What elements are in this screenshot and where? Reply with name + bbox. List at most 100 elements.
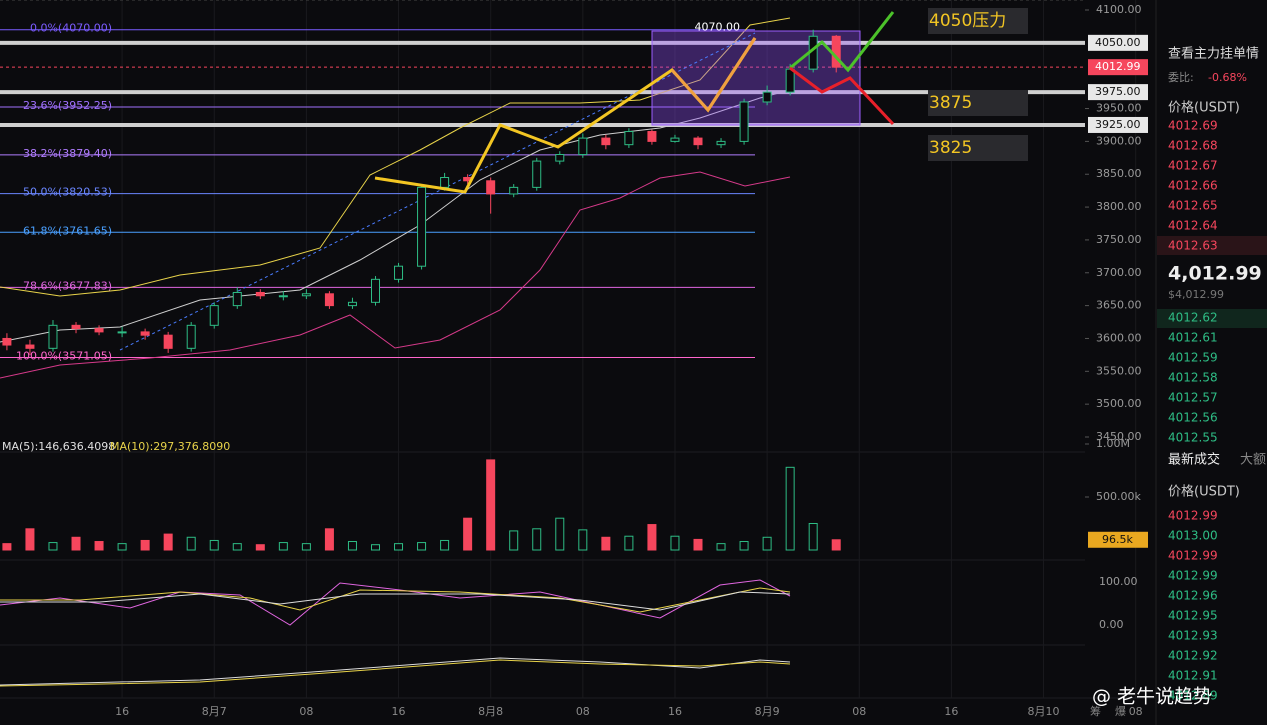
boll-lower [0,171,791,379]
volume-bar [94,541,104,551]
trend-line [119,32,756,351]
candle-body [716,140,726,146]
candle-body [232,291,242,307]
x-tick-label: 16 [944,705,958,718]
x-tick-label: 16 [115,705,129,718]
volume-bar [370,544,380,551]
annotation: 4050压力 [929,11,1006,31]
kdj-line [0,579,791,626]
fib-label: 23.6%(3952.25) [23,99,112,112]
trade-price: 4012.93 [1168,629,1218,643]
price-tag [1088,116,1148,133]
volume-bar [25,528,35,551]
fib-label: 38.2%(3879.40) [23,147,112,160]
x-tick-label: 08 [852,705,866,718]
y-tick-label: 500.00k [1096,490,1141,503]
candle-body [209,305,219,326]
wave-drawing [670,37,757,113]
candle-body [624,131,634,146]
candle-body [785,68,795,93]
fib-levels: 0.0%(4070.00) 23.6%(3952.25) 38.2%(3879.40… [0,21,1148,362]
volume-bar [532,528,542,551]
volume-bar [486,459,496,551]
ratio-label: 委比: [1168,71,1194,84]
volume-bar [186,536,196,551]
x-tick-label: 8月8 [478,705,503,718]
volume-bar [209,539,219,551]
candle-body [370,278,380,303]
volume-tag-label: 96.5k [1102,533,1133,546]
volume-bars: 500.00k 1.00M 96.5k 0.00 100.00 [0,0,1148,631]
legend: MA(10):297,376.8090 [110,440,230,453]
trade-price: 4012.95 [1168,609,1218,623]
footer: 爆 [1115,704,1126,718]
price-tag-label: 3925.00 [1095,118,1141,131]
candle-body [578,137,588,156]
volume-bar [509,530,519,551]
range-box [651,30,861,126]
volume-bar [255,544,265,551]
bid-price: 4012.62 [1168,311,1218,325]
annotation-box [928,90,1028,116]
price-tag [1088,59,1148,76]
volume-bar [324,528,334,551]
y-tick-label: 3450.00 [1096,430,1142,443]
ask-price: 4012.65 [1168,199,1218,213]
price-tag [1088,84,1148,101]
volume-bar [647,524,657,551]
tab: 大额 [1240,453,1266,468]
depth-bar [1157,309,1267,328]
ask-price: 4012.68 [1168,139,1218,153]
bid-price: 4012.57 [1168,391,1218,405]
candle-body [48,324,58,349]
candles [2,29,841,355]
x-tick-label: 8月7 [202,705,227,718]
bear-path [789,66,895,126]
y-tick-label: 0.00 [1099,618,1124,631]
fib-label: 78.6%(3677.83) [23,279,112,292]
boll-mid [0,89,791,343]
x-tick-label: 08 [1129,705,1143,718]
x-tick-label: 16 [392,705,406,718]
fib-label: 50.0%(3820.53) [23,186,112,199]
column-header: 价格(USDT) [1168,100,1240,116]
y-tick-label: 4100.00 [1096,3,1142,16]
high-label: 4070.00 [695,21,741,34]
volume-bar [463,517,473,551]
candle-body [255,291,265,297]
volume-bar [417,542,427,551]
candle-body [693,137,703,146]
price-tag-label: 4012.99 [1095,60,1141,73]
candle-body [647,131,657,142]
watermark: @ 老牛说趋势 [1092,686,1212,708]
candle-body [394,265,404,280]
candle-body [117,331,127,334]
ask-price: 4012.67 [1168,159,1218,173]
volume-bar [739,541,749,551]
trade-price: 4013.00 [1168,529,1218,543]
volume-bar [394,543,404,551]
candle-body [486,180,496,195]
y-tick-label: 3800.00 [1096,200,1142,213]
bid-price: 4012.56 [1168,411,1218,425]
candle-body [163,334,173,349]
bid-price: 4012.61 [1168,331,1218,345]
candle-body [555,154,565,162]
sidebar-title: 查看主力挂单情 [1168,46,1259,62]
trade-price: 4012.96 [1168,589,1218,603]
candle-body [140,331,150,336]
volume-bar [555,517,565,551]
trade-price: 4012.99 [1168,569,1218,583]
bid-price: 4012.58 [1168,371,1218,385]
x-tick-label: 16 [668,705,682,718]
trade-price: 4012.91 [1168,669,1218,683]
candle-body [670,137,680,142]
candle-body [94,328,104,333]
candle-body [601,137,611,146]
candle-body [301,293,311,297]
volume-bar [440,539,450,551]
ratio: -0.68% [1208,71,1247,84]
